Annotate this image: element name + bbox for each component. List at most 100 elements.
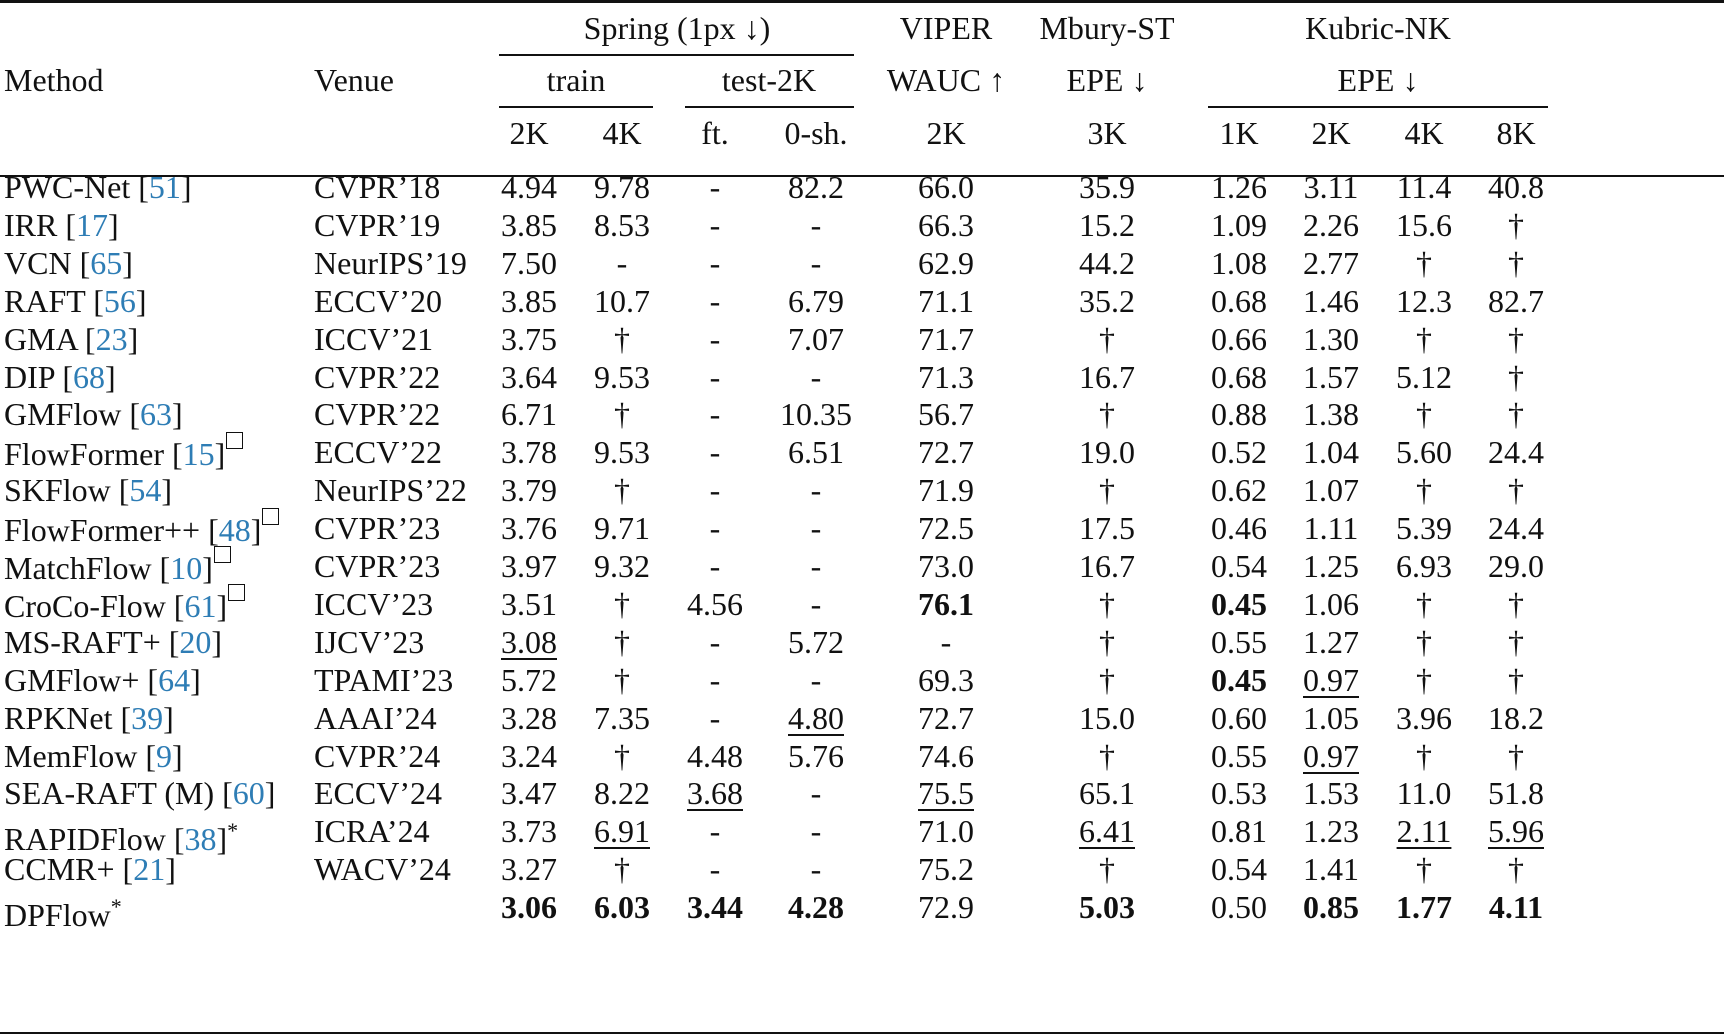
table-cell: 3.73 [501,813,557,849]
table-cell: - [709,434,721,470]
table-cell: 4.11 [1488,889,1544,925]
citation-link[interactable]: 56 [103,283,136,319]
table-cell: † [1099,472,1115,508]
top-rule [0,0,1724,3]
table-cell: 72.7 [918,434,974,470]
table-cell: 72.5 [918,510,974,546]
method-name: IRR [17] [4,207,119,243]
table-cell: 2.26 [1303,207,1359,243]
table-cell: † [1416,472,1432,508]
table-cell: 5.60 [1396,434,1452,470]
table-cell: 9.71 [594,510,650,546]
table-cell: 16.7 [1079,548,1135,584]
table-cell: † [1416,396,1432,432]
method-label: FlowFormer++ [4,512,201,548]
table-cell: 6.71 [501,396,557,432]
table-cell: 17.5 [1079,510,1135,546]
square-marker-icon [228,584,246,601]
table-cell: † [1508,738,1524,774]
citation-link[interactable]: 17 [76,207,108,243]
table-cell: - [810,548,822,584]
table-cell: - [940,624,952,660]
citation-link[interactable]: 38 [184,821,217,857]
table-cell: 3.79 [501,472,557,508]
table-cell: 1.38 [1303,396,1359,432]
table-cell: 35.2 [1079,283,1135,319]
table-cell: 1.57 [1303,359,1359,395]
table-cell: - [709,851,721,887]
table-cell: † [1508,472,1524,508]
citation-link[interactable]: 68 [73,359,106,395]
venue: CVPR’18 [314,169,441,205]
citation-link[interactable]: 64 [158,662,191,698]
header-epe-mbury: EPE ↓ [1066,62,1148,98]
table-cell: 75.2 [918,851,974,887]
table-cell: 74.6 [918,738,974,774]
table-cell: - [810,775,822,811]
table-cell: 82.7 [1488,283,1544,319]
citation-link[interactable]: 39 [131,700,164,736]
table-cell: 51.8 [1488,775,1544,811]
table-cell: † [1416,321,1432,357]
method-label: SKFlow [4,472,111,508]
table-cell: 3.64 [501,359,557,395]
table-cell: 5.72 [501,662,557,698]
venue: TPAMI’23 [314,662,454,698]
table-cell: † [1099,662,1115,698]
table-cell: 8.22 [594,775,650,811]
method-name: CCMR+ [21] [4,851,176,887]
header-rule [0,175,1724,177]
citation-link[interactable]: 21 [133,851,166,887]
citation-link[interactable]: 20 [179,624,212,660]
citation-link[interactable]: 48 [218,512,251,548]
table-cell: 0.52 [1211,434,1267,470]
table-cell: 62.9 [918,245,974,281]
venue: AAAI’24 [314,700,437,736]
train-cmidrule [499,106,653,108]
table-cell: 16.7 [1079,359,1135,395]
header-train: train [546,62,606,98]
citation-link[interactable]: 10 [170,550,203,586]
square-marker-icon [213,546,231,563]
table-cell: 0.97 [1303,662,1359,698]
citation-link[interactable]: 65 [90,245,123,281]
table-cell: 8.53 [594,207,650,243]
citation-link[interactable]: 51 [148,169,181,205]
table-cell: 15.2 [1079,207,1135,243]
method-name: FlowFormer [15] [4,432,244,472]
venue: CVPR’22 [314,359,441,395]
table-cell: 18.2 [1488,700,1544,736]
table-cell: 71.0 [918,813,974,849]
citation-link[interactable]: 15 [182,436,215,472]
table-cell: † [614,624,630,660]
citation-link[interactable]: 54 [129,472,162,508]
table-cell: † [1508,207,1524,243]
citation-link[interactable]: 23 [95,321,128,357]
table-cell: 1.30 [1303,321,1359,357]
method-label: MemFlow [4,738,138,774]
method-label: FlowFormer [4,436,164,472]
citation-link[interactable]: 61 [184,588,217,624]
table-cell: 7.50 [501,245,557,281]
table-cell: 1.06 [1303,586,1359,622]
citation-link[interactable]: 60 [232,775,265,811]
subheader: 0-sh. [784,115,848,151]
table-cell: - [709,813,721,849]
table-cell: 1.09 [1211,207,1267,243]
table-cell: 1.46 [1303,283,1359,319]
table-cell: 7.35 [594,700,650,736]
table-cell: 0.55 [1211,738,1267,774]
table-cell: 56.7 [918,396,974,432]
venue: CVPR’23 [314,548,441,584]
table-cell: † [1416,738,1432,774]
table-cell: 3.96 [1396,700,1452,736]
citation-link[interactable]: 63 [140,396,173,432]
table-cell: 29.0 [1488,548,1544,584]
table-cell: 15.6 [1396,207,1452,243]
venue: CVPR’22 [314,396,441,432]
table-cell: 3.68 [687,775,743,811]
citation-link[interactable]: 9 [156,738,172,774]
table-cell: 6.03 [594,889,650,925]
table-cell: - [810,245,822,281]
table-cell: 3.08 [501,624,557,660]
